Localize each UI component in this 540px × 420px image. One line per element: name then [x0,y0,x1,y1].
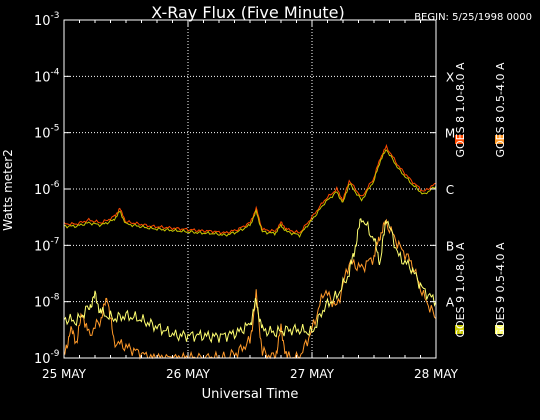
y-tick-label: 10-7 [34,236,60,254]
y-axis-ticks: 10-9 10-8 10-7 10-6 10-5 10-4 10-3 [34,11,436,367]
legend-swatch [495,325,504,334]
grid [64,20,436,358]
legend-item: GOES 8 0.5-4.0 A [494,62,507,158]
series-line [63,218,437,344]
begin-label: BEGIN: 5/25/1998 0000 [414,12,532,23]
x-tick-label: 28 MAY [414,367,459,381]
legend: GOES 8 1.0-8.0 A GOES 8 0.5-4.0 A GOES 9 1… [454,62,507,338]
y-tick-label: 10-3 [34,11,60,29]
y-tick-label: 10-6 [34,180,60,198]
x-axis-label: Universal Time [202,387,299,402]
legend-label: GOES 9 0.5-4.0 A [494,242,507,338]
series-line [63,149,437,239]
legend-item: GOES 9 0.5-4.0 A [494,242,507,338]
legend-label: GOES 9 1.0-8.0 A [454,242,467,338]
y-tick-label: 10-9 [34,349,60,367]
x-axis-ticks: 25 MAY 26 MAY 27 MAY 28 MAY [42,20,459,381]
series-line [63,218,437,360]
flare-class-label: C [446,183,454,197]
x-tick-label: 25 MAY [42,367,87,381]
flare-class-label: M [445,127,455,141]
y-tick-label: 10-5 [34,124,60,142]
legend-label: GOES 8 1.0-8.0 A [454,62,467,158]
flare-class-labels: A B C M X [445,70,455,309]
x-tick-label: 26 MAY [166,367,211,381]
x-tick-label: 27 MAY [290,367,335,381]
series-lines [63,143,437,360]
legend-label: GOES 8 0.5-4.0 A [494,62,507,158]
chart-title: X-Ray Flux (Five Minute) [151,3,344,22]
flare-class-label: X [446,70,454,84]
flare-class-label: B [446,239,454,253]
y-axis-label: Watts meter2 [1,149,15,231]
legend-swatch [495,135,504,144]
legend-item: GOES 9 1.0-8.0 A [454,242,467,338]
legend-swatch [455,135,464,144]
y-tick-label: 10-4 [34,67,60,85]
legend-swatch [455,325,464,334]
y-tick-label: 10-8 [34,293,60,311]
legend-item: GOES 8 1.0-8.0 A [454,62,467,158]
flare-class-label: A [446,296,455,310]
